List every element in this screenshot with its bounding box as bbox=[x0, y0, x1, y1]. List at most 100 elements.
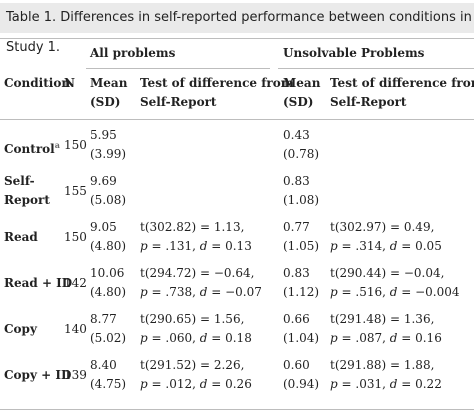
p-value: .738 bbox=[165, 285, 193, 299]
header-bottom-rule bbox=[0, 119, 474, 120]
all-sd-value: (4.80) bbox=[90, 285, 127, 299]
col-header-test-all-2: Self-Report bbox=[140, 95, 217, 109]
all-mean-value: 5.95 bbox=[90, 128, 117, 142]
unsolvable-t-test: t(291.48) = 1.36, bbox=[330, 312, 435, 326]
p-symbol: p bbox=[140, 377, 148, 391]
unsolvable-t-test: t(302.97) = 0.49, bbox=[330, 220, 435, 234]
unsolvable-mean-value: 0.83 bbox=[283, 174, 310, 188]
col-header-n: N bbox=[64, 76, 75, 90]
all-sd-value: (5.08) bbox=[90, 193, 127, 207]
d-symbol: d bbox=[389, 285, 398, 299]
all-p-d: p = .131, d = 0.13 bbox=[140, 239, 252, 253]
d-value: 0.26 bbox=[225, 377, 252, 391]
unsolvable-mean-value: 0.60 bbox=[283, 358, 310, 372]
all-sd-value: (3.99) bbox=[90, 147, 127, 161]
d-symbol: d bbox=[199, 239, 208, 253]
condition-label: Self- bbox=[4, 174, 35, 188]
condition-label: Controla bbox=[4, 140, 60, 156]
unsolvable-sd-value: (0.94) bbox=[283, 377, 320, 391]
d-value: 0.16 bbox=[415, 331, 442, 345]
p-value: .131 bbox=[165, 239, 193, 253]
group-header-unsolvable: Unsolvable Problems bbox=[283, 46, 425, 60]
col-header-condition: Condition bbox=[4, 76, 71, 90]
condition-label: Read + ID bbox=[4, 276, 73, 290]
unsolvable-p-d: p = .314, d = 0.05 bbox=[330, 239, 442, 253]
unsolvable-sd-value: (1.05) bbox=[283, 239, 320, 253]
n-value: 150 bbox=[64, 138, 87, 152]
all-mean-value: 8.77 bbox=[90, 312, 117, 326]
group-rule-unsolvable bbox=[278, 68, 474, 69]
d-symbol: d bbox=[199, 285, 208, 299]
d-symbol: d bbox=[389, 377, 398, 391]
unsolvable-mean-value: 0.43 bbox=[283, 128, 310, 142]
all-sd-value: (4.80) bbox=[90, 239, 127, 253]
col-header-mean-all: Mean bbox=[90, 76, 128, 90]
d-symbol: d bbox=[199, 331, 208, 345]
d-value: 0.13 bbox=[225, 239, 252, 253]
d-value: 0.22 bbox=[415, 377, 442, 391]
p-value: .314 bbox=[355, 239, 383, 253]
unsolvable-p-d: p = .031, d = 0.22 bbox=[330, 377, 442, 391]
all-sd-value: (4.75) bbox=[90, 377, 127, 391]
unsolvable-sd-value: (0.78) bbox=[283, 147, 320, 161]
unsolvable-mean-value: 0.66 bbox=[283, 312, 310, 326]
all-t-test: t(290.65) = 1.56, bbox=[140, 312, 245, 326]
table-top-rule bbox=[0, 38, 474, 39]
table-bottom-rule bbox=[0, 409, 474, 410]
col-header-sd-un: (SD) bbox=[283, 95, 314, 109]
group-header-all-problems: All problems bbox=[90, 46, 176, 60]
col-header-test-un-2: Self-Report bbox=[330, 95, 407, 109]
all-mean-value: 9.05 bbox=[90, 220, 117, 234]
all-sd-value: (5.02) bbox=[90, 331, 127, 345]
d-value: 0.05 bbox=[415, 239, 442, 253]
n-value: 155 bbox=[64, 184, 87, 198]
p-symbol: p bbox=[330, 239, 338, 253]
p-symbol: p bbox=[330, 377, 338, 391]
condition-label: Copy bbox=[4, 322, 37, 336]
condition-label-line2: Report bbox=[4, 193, 50, 207]
all-t-test: t(294.72) = −0.64, bbox=[140, 266, 255, 280]
col-header-mean-un: Mean bbox=[283, 76, 321, 90]
p-value: .031 bbox=[355, 377, 383, 391]
footnote-marker: a bbox=[54, 140, 60, 150]
all-p-d: p = .060, d = 0.18 bbox=[140, 331, 252, 345]
condition-label: Copy + ID bbox=[4, 368, 72, 382]
all-mean-value: 8.40 bbox=[90, 358, 117, 372]
d-symbol: d bbox=[389, 331, 398, 345]
p-value: .087 bbox=[355, 331, 383, 345]
all-p-d: p = .012, d = 0.26 bbox=[140, 377, 252, 391]
p-symbol: p bbox=[140, 239, 148, 253]
unsolvable-t-test: t(290.44) = −0.04, bbox=[330, 266, 445, 280]
d-value: −0.07 bbox=[225, 285, 262, 299]
d-value: −0.004 bbox=[415, 285, 460, 299]
n-value: 139 bbox=[64, 368, 87, 382]
p-symbol: p bbox=[140, 285, 148, 299]
p-symbol: p bbox=[330, 285, 338, 299]
p-value: .516 bbox=[355, 285, 383, 299]
unsolvable-p-d: p = .516, d = −0.004 bbox=[330, 285, 460, 299]
col-header-sd-all: (SD) bbox=[90, 95, 121, 109]
p-symbol: p bbox=[140, 331, 148, 345]
d-symbol: d bbox=[389, 239, 398, 253]
p-value: .060 bbox=[165, 331, 193, 345]
all-p-d: p = .738, d = −0.07 bbox=[140, 285, 262, 299]
p-symbol: p bbox=[330, 331, 338, 345]
unsolvable-sd-value: (1.04) bbox=[283, 331, 320, 345]
col-header-test-un-1: Test of difference from bbox=[330, 76, 474, 90]
n-value: 142 bbox=[64, 276, 87, 290]
table-caption-text: Differences in self-reported performance… bbox=[6, 10, 472, 55]
results-table: All problems Unsolvable Problems Conditi… bbox=[0, 33, 474, 413]
condition-label: Read bbox=[4, 230, 38, 244]
all-mean-value: 9.69 bbox=[90, 174, 117, 188]
d-symbol: d bbox=[199, 377, 208, 391]
d-value: 0.18 bbox=[225, 331, 252, 345]
unsolvable-p-d: p = .087, d = 0.16 bbox=[330, 331, 442, 345]
table-caption: Table 1. Differences in self-reported pe… bbox=[0, 3, 474, 55]
group-rule-all bbox=[86, 68, 270, 69]
unsolvable-t-test: t(291.88) = 1.88, bbox=[330, 358, 435, 372]
all-t-test: t(291.52) = 2.26, bbox=[140, 358, 245, 372]
unsolvable-sd-value: (1.12) bbox=[283, 285, 320, 299]
col-header-test-all-1: Test of difference from bbox=[140, 76, 294, 90]
unsolvable-mean-value: 0.77 bbox=[283, 220, 310, 234]
n-value: 140 bbox=[64, 322, 87, 336]
